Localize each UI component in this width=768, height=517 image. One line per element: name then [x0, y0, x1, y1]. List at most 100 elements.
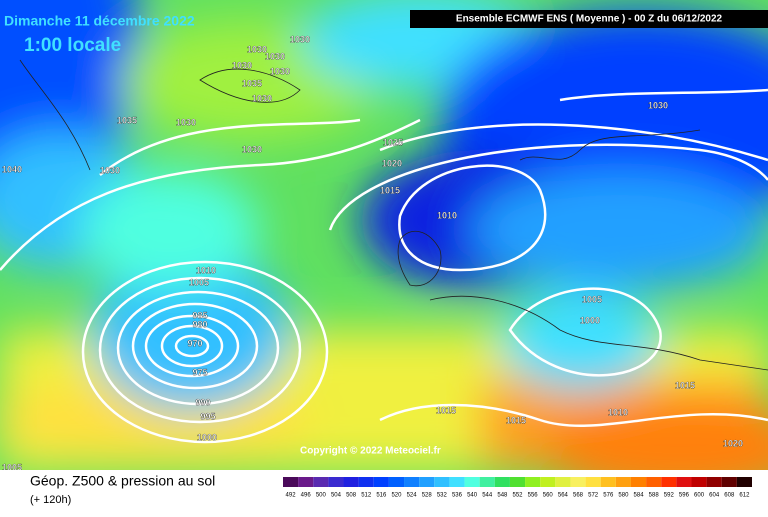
- isobar-label: 1030: [270, 66, 290, 76]
- scale-swatch: [434, 477, 450, 487]
- scale-label: 536: [452, 493, 463, 499]
- map-time: 1:00 locale: [24, 35, 121, 56]
- scale-swatch: [525, 477, 541, 487]
- scale-label: 524: [407, 493, 418, 499]
- scale-label: 544: [482, 493, 493, 499]
- scale-swatch: [570, 477, 586, 487]
- scale-swatch: [388, 477, 405, 487]
- isobar-label: 1030: [252, 93, 272, 103]
- isobar-label: 1005: [582, 294, 602, 304]
- isobar-label: 1005: [2, 462, 22, 472]
- isobar-label: 1015: [506, 415, 526, 425]
- scale-label: 564: [558, 493, 569, 499]
- scale-label: 556: [528, 493, 539, 499]
- isobar-label: 1015: [380, 185, 400, 195]
- isobar-label: 1015: [675, 380, 695, 390]
- isobar-label: 1040: [2, 164, 22, 174]
- scale-swatch: [691, 477, 707, 487]
- isobar-label: 1010: [608, 407, 628, 417]
- isobar-label: 1030: [648, 100, 668, 110]
- scale-swatch: [404, 477, 420, 487]
- scale-swatch: [676, 477, 692, 487]
- scale-label: 500: [316, 493, 327, 499]
- scale-label: 604: [709, 493, 720, 499]
- scale-label: 528: [422, 493, 433, 499]
- isobar-label: 980: [192, 319, 207, 329]
- isobar-label: 1025: [383, 137, 403, 147]
- scale-label: 548: [497, 493, 508, 499]
- scale-label: 584: [634, 493, 645, 499]
- scale-label: 572: [588, 493, 599, 499]
- isobar-label: 1005: [189, 277, 209, 287]
- map-date: Dimanche 11 décembre 2022: [4, 13, 195, 29]
- isobar-label: 1000: [197, 432, 217, 442]
- scale-label: 580: [618, 493, 629, 499]
- isobar-label: 1030: [290, 34, 310, 44]
- scale-swatch: [630, 477, 647, 487]
- isobar-label: 975: [192, 367, 207, 377]
- scale-label: 576: [603, 493, 614, 499]
- isobar-label: 970: [187, 338, 202, 348]
- isobar-label: 1020: [382, 158, 402, 168]
- scale-label: 596: [679, 493, 690, 499]
- scale-swatch: [721, 477, 737, 487]
- scale-swatch: [615, 477, 631, 487]
- scale-swatch: [419, 477, 435, 487]
- scale-label: 520: [391, 493, 402, 499]
- scale-swatch: [313, 477, 329, 487]
- scale-label: 608: [724, 493, 735, 499]
- isobar-label: 1000: [580, 315, 600, 325]
- scale-label: 532: [437, 493, 448, 499]
- isobar-label: 1035: [242, 78, 262, 88]
- scale-swatch: [661, 477, 677, 487]
- scale-swatch: [540, 477, 556, 487]
- scale-label: 552: [512, 493, 523, 499]
- isobar-label: 1030: [100, 165, 120, 175]
- scale-swatch: [343, 477, 359, 487]
- scale-label: 496: [301, 493, 312, 499]
- scale-swatch: [646, 477, 662, 487]
- scale-swatch: [494, 477, 510, 487]
- scale-label: 600: [694, 493, 705, 499]
- scale-label: 512: [361, 493, 372, 499]
- scale-label: 492: [286, 493, 297, 499]
- footer-title: Géop. Z500 & pression au sol: [30, 473, 215, 489]
- isobar-label: 1010: [437, 210, 457, 220]
- scale-swatch: [479, 477, 495, 487]
- isobar-label: 985: [192, 310, 207, 320]
- scale-label: 568: [573, 493, 584, 499]
- scale-swatch: [373, 477, 389, 487]
- isobar-label: 1030: [242, 144, 262, 154]
- isobar-label: 1020: [723, 438, 743, 448]
- isobar-label: 1030: [265, 51, 285, 61]
- isobar-label: 1030: [247, 44, 267, 54]
- scale-swatch: [449, 477, 465, 487]
- model-run: Ensemble ECMWF ENS ( Moyenne ) - 00 Z du…: [456, 14, 723, 25]
- scale-swatch: [585, 477, 601, 487]
- scale-label: 516: [376, 493, 387, 499]
- scale-swatch: [464, 477, 480, 487]
- scale-label: 504: [331, 493, 342, 499]
- isobar-label: 1030: [176, 117, 196, 127]
- scale-swatch: [706, 477, 722, 487]
- map-field: [0, 0, 768, 500]
- scale-swatch: [509, 477, 526, 487]
- scale-swatch: [298, 477, 314, 487]
- scale-swatch: [736, 477, 752, 487]
- scale-label: 588: [649, 493, 660, 499]
- scale-label: 560: [543, 493, 554, 499]
- scale-swatch: [328, 477, 344, 487]
- copyright: Copyright © 2022 Meteociel.fr: [300, 446, 441, 457]
- scale-label: 508: [346, 493, 357, 499]
- scale-label: 612: [739, 493, 750, 499]
- scale-swatch: [358, 477, 374, 487]
- isobar-label: 1030: [232, 60, 252, 70]
- isobar-label: 1035: [117, 115, 137, 125]
- scale-label: 592: [664, 493, 675, 499]
- color-scale: 492 496 500 504 508 512 516 520 524 528 532 536 540 5…: [283, 477, 752, 499]
- isobar-label: 1015: [436, 405, 456, 415]
- land-outline: [19, 59, 768, 371]
- isobar-label: 995: [200, 411, 215, 421]
